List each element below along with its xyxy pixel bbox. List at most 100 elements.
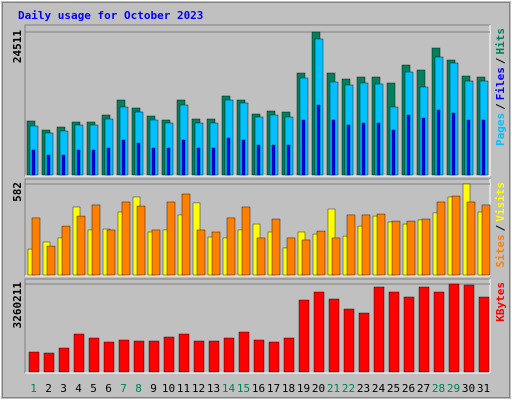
bar [331, 119, 336, 176]
bar [346, 214, 356, 276]
x-tick-label: 26 [402, 382, 415, 395]
bar [106, 229, 116, 276]
bar [61, 225, 71, 276]
x-tick-label: 24 [372, 382, 386, 395]
x-tick-label: 5 [90, 382, 97, 395]
x-tick-label: 25 [387, 382, 400, 395]
legend-entry: Files [494, 67, 507, 100]
legend: Sites / Visits [494, 182, 507, 268]
bar [136, 205, 146, 276]
bar [346, 124, 351, 176]
bar [436, 109, 441, 176]
bar [331, 237, 341, 276]
x-tick-label: 9 [150, 382, 157, 395]
bar [166, 201, 176, 276]
legend-entry: Hits [494, 28, 507, 55]
bar [403, 296, 415, 373]
legend-entry: Visits [494, 182, 507, 222]
bar [478, 296, 490, 373]
bar [343, 308, 355, 373]
x-tick-label: 10 [162, 382, 175, 395]
bar [418, 286, 430, 373]
bar [271, 218, 281, 276]
x-tick-label: 17 [267, 382, 280, 395]
bar [466, 119, 471, 176]
bar [256, 144, 261, 176]
bar [376, 122, 381, 176]
x-tick-label: 4 [75, 382, 82, 395]
bar [373, 286, 385, 373]
bar [28, 351, 40, 373]
legend-entry: Pages [494, 113, 507, 146]
legend-entry: Sites [494, 234, 507, 267]
x-tick-label: 13 [207, 382, 220, 395]
x-tick-label: 14 [222, 382, 236, 395]
x-tick-label: 3 [60, 382, 67, 395]
bar [223, 337, 235, 373]
x-tick-label: 16 [252, 382, 265, 395]
bar [148, 340, 160, 373]
bar [178, 333, 190, 373]
x-tick-label: 18 [282, 382, 295, 395]
bar [136, 142, 141, 176]
legend: KBytes [494, 282, 507, 322]
bar [118, 339, 130, 373]
bar [301, 119, 306, 176]
bar [166, 147, 171, 176]
x-tick-label: 30 [462, 382, 475, 395]
bar [436, 201, 446, 276]
bar [163, 336, 175, 373]
x-tick-label: 1 [30, 382, 37, 395]
bar [106, 147, 111, 176]
x-tick-label: 12 [192, 382, 205, 395]
y-tick-label: 24511 [11, 30, 24, 63]
bar [76, 149, 81, 176]
x-tick-label: 29 [447, 382, 460, 395]
bar [481, 119, 486, 176]
x-tick-label: 31 [477, 382, 490, 395]
bar [301, 239, 311, 276]
bar [433, 291, 445, 373]
bar [271, 144, 276, 176]
y-tick-label: 3260211 [11, 282, 24, 329]
bar [421, 218, 431, 276]
bar [58, 347, 70, 373]
bar [376, 213, 386, 276]
bar [256, 237, 266, 276]
chart-title: Daily usage for October 2023 [18, 9, 203, 22]
bar [76, 215, 86, 276]
x-tick-label: 28 [432, 382, 445, 395]
bar [421, 117, 426, 176]
x-tick-label: 19 [297, 382, 310, 395]
x-tick-label: 15 [237, 382, 250, 395]
bar [208, 340, 220, 373]
bar [31, 149, 36, 176]
bar [391, 129, 396, 176]
bar [181, 139, 186, 176]
bar [388, 291, 400, 373]
bar [91, 204, 101, 276]
x-tick-label: 27 [417, 382, 430, 395]
legend-entry: KBytes [494, 282, 507, 322]
bar [268, 341, 280, 373]
bar [196, 147, 201, 176]
bar [241, 206, 251, 276]
bar [211, 147, 216, 176]
x-tick-label: 23 [357, 382, 370, 395]
bar [391, 220, 401, 276]
bar [43, 352, 55, 373]
x-tick-label: 11 [177, 382, 190, 395]
bar [151, 229, 161, 276]
x-tick-label: 22 [342, 382, 355, 395]
bar [121, 201, 131, 276]
bar [466, 201, 476, 276]
bar [88, 337, 100, 373]
bar [91, 149, 96, 176]
bar [73, 333, 85, 373]
legend-separator: / [494, 103, 507, 110]
x-tick-label: 20 [312, 382, 325, 395]
bar [451, 195, 461, 276]
bar [286, 237, 296, 276]
